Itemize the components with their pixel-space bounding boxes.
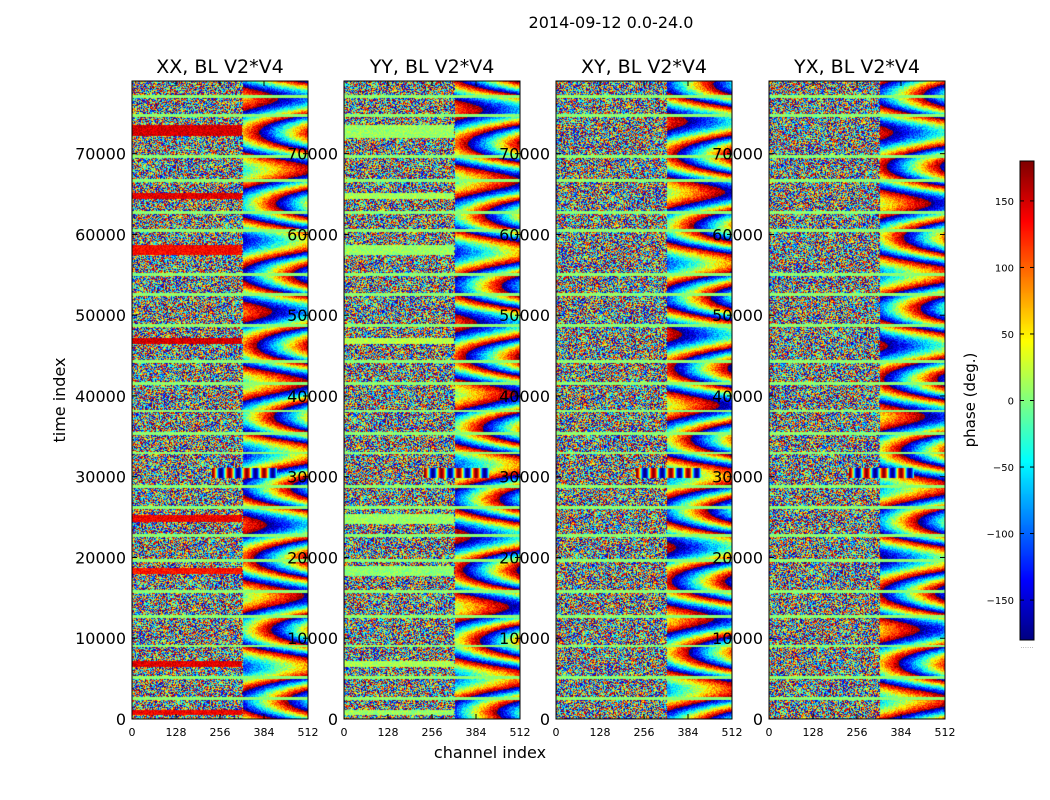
panel-yy: YY, BL V2*V4 0 128 256 384 512 0 10000 20000 300…: [287, 56, 530, 739]
colorbar-tick-label: 0: [1008, 397, 1014, 408]
y-tick-label: 0: [540, 710, 550, 729]
colorbar-gradient: [1020, 161, 1034, 640]
x-tick-label: 256: [634, 726, 655, 739]
x-tick-label: 384: [678, 726, 699, 739]
y-tick-label: 20000: [75, 548, 126, 567]
x-tick-label: 256: [422, 726, 443, 739]
y-tick-label: 40000: [499, 387, 550, 406]
x-tick-label: 384: [466, 726, 487, 739]
colorbar-tick-label: −100: [987, 530, 1014, 541]
y-tick-label: 70000: [287, 145, 338, 164]
x-tick-label: 512: [722, 726, 743, 739]
x-tick-label: 256: [847, 726, 868, 739]
y-tick-label: 70000: [499, 145, 550, 164]
x-tick-label: 512: [298, 726, 319, 739]
x-tick-label: 512: [510, 726, 531, 739]
colorbar-tick-label: −150: [987, 596, 1014, 607]
axis-ticks: 0 128 256 384 512 0 10000 20000 30000 40000 50000 6…: [287, 81, 531, 739]
y-tick-label: 70000: [75, 145, 126, 164]
colorbar-tick-label: 150: [995, 197, 1014, 208]
panel-yx: YX, BL V2*V4 0 128 256 384 512 0 10000 20000 300…: [712, 56, 955, 739]
phase-heatmap-image: [132, 81, 308, 719]
x-tick-label: 128: [378, 726, 399, 739]
y-tick-label: 20000: [499, 548, 550, 567]
y-tick-label: 40000: [712, 387, 763, 406]
colorbar: 150 100 50 0 −50 −100 −150 phase (deg.) ......: [961, 160, 1035, 650]
x-tick-label: 0: [341, 726, 348, 739]
x-tick-label: 256: [210, 726, 231, 739]
y-tick-label: 50000: [287, 306, 338, 325]
x-tick-label: 512: [935, 726, 956, 739]
y-tick-label: 40000: [287, 387, 338, 406]
colorbar-ticks: 150 100 50 0 −50 −100 −150: [987, 197, 1034, 607]
panel-title: YY, BL V2*V4: [369, 56, 495, 78]
panel-xx: XX, BL V2*V4 0 128 256 384 512 0 10000 20000 300…: [75, 56, 318, 739]
y-tick-label: 10000: [499, 629, 550, 648]
y-tick-label: 20000: [287, 548, 338, 567]
y-tick-label: 30000: [75, 468, 126, 487]
y-tick-label: 60000: [287, 225, 338, 244]
x-tick-label: 128: [590, 726, 611, 739]
y-tick-label: 50000: [712, 306, 763, 325]
x-tick-label: 0: [553, 726, 560, 739]
colorbar-tick-label: 50: [1001, 330, 1014, 341]
y-tick-label: 60000: [499, 225, 550, 244]
y-tick-label: 10000: [712, 629, 763, 648]
y-tick-label: 40000: [75, 387, 126, 406]
axis-ticks: 0 128 256 384 512 0 10000 20000 30000 40000 50000 6…: [75, 81, 319, 739]
panel-title: XX, BL V2*V4: [156, 56, 283, 78]
y-tick-label: 60000: [712, 225, 763, 244]
x-tick-label: 128: [166, 726, 187, 739]
y-tick-label: 50000: [75, 306, 126, 325]
y-tick-label: 0: [328, 710, 338, 729]
x-tick-label: 0: [129, 726, 136, 739]
x-tick-label: 128: [803, 726, 824, 739]
y-tick-label: 0: [116, 710, 126, 729]
colorbar-bottom-label: ......: [1020, 642, 1033, 650]
colorbar-tick-label: 100: [995, 263, 1014, 274]
y-tick-label: 30000: [499, 468, 550, 487]
x-tick-label: 384: [254, 726, 275, 739]
y-tick-label: 10000: [287, 629, 338, 648]
y-tick-label: 70000: [712, 145, 763, 164]
x-axis-label: channel index: [434, 743, 546, 762]
y-tick-label: 30000: [287, 468, 338, 487]
panel-title: YX, BL V2*V4: [793, 56, 920, 78]
figure-suptitle: 2014-09-12 0.0-24.0: [529, 13, 694, 32]
x-tick-label: 384: [891, 726, 912, 739]
y-tick-label: 30000: [712, 468, 763, 487]
phase-heatmap-image: [769, 81, 945, 719]
colorbar-tick-label: −50: [993, 463, 1014, 474]
y-tick-label: 0: [753, 710, 763, 729]
axis-ticks: 0 128 256 384 512 0 10000 20000 30000 40000 50000 6…: [499, 81, 743, 739]
panel-title: XY, BL V2*V4: [581, 56, 707, 78]
phase-heatmap-image: [344, 81, 520, 719]
axis-ticks: 0 128 256 384 512 0 10000 20000 30000 40000 50000 6…: [712, 81, 956, 739]
y-tick-label: 10000: [75, 629, 126, 648]
y-tick-label: 50000: [499, 306, 550, 325]
y-axis-label: time index: [50, 357, 69, 442]
colorbar-label: phase (deg.): [961, 353, 979, 448]
y-tick-label: 60000: [75, 225, 126, 244]
y-tick-label: 20000: [712, 548, 763, 567]
panel-xy: XY, BL V2*V4 0 128 256 384 512 0 10000 20000 300…: [499, 56, 742, 739]
x-tick-label: 0: [766, 726, 773, 739]
phase-heatmap-image: [556, 81, 732, 719]
